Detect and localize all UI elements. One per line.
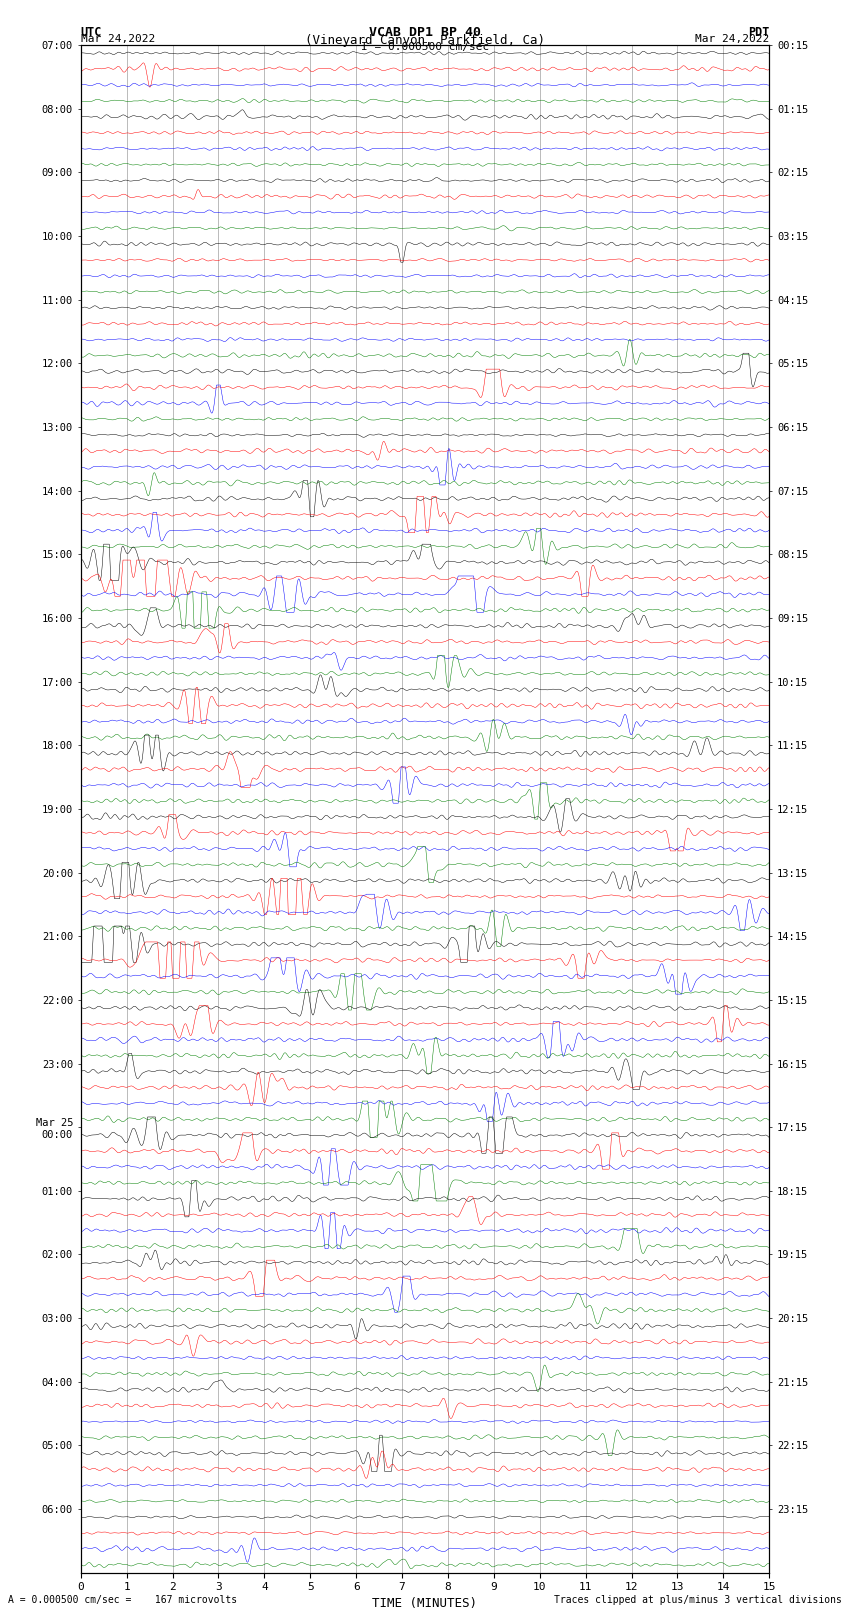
X-axis label: TIME (MINUTES): TIME (MINUTES): [372, 1597, 478, 1610]
Text: A = 0.000500 cm/sec =    167 microvolts: A = 0.000500 cm/sec = 167 microvolts: [8, 1595, 238, 1605]
Text: I = 0.000500 cm/sec: I = 0.000500 cm/sec: [361, 42, 489, 52]
Text: VCAB DP1 BP 40: VCAB DP1 BP 40: [369, 26, 481, 39]
Text: PDT: PDT: [748, 26, 769, 39]
Text: Traces clipped at plus/minus 3 vertical divisions: Traces clipped at plus/minus 3 vertical …: [553, 1595, 842, 1605]
Text: Mar 24,2022: Mar 24,2022: [695, 34, 769, 44]
Text: UTC: UTC: [81, 26, 102, 39]
Text: (Vineyard Canyon, Parkfield, Ca): (Vineyard Canyon, Parkfield, Ca): [305, 34, 545, 47]
Text: Mar 24,2022: Mar 24,2022: [81, 34, 155, 44]
